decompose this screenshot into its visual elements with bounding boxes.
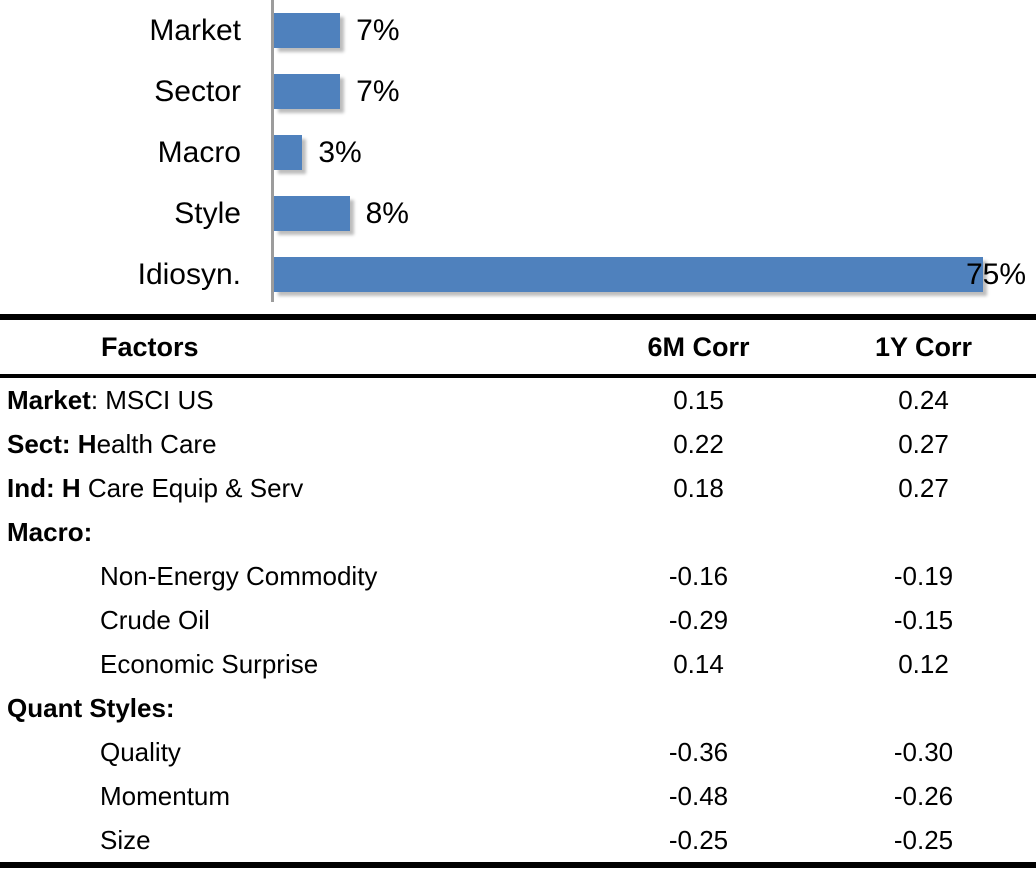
chart-bar-track: 3% (274, 135, 1030, 170)
table-row: Ind: H Care Equip & Serv 0.18 0.27 (0, 466, 1036, 510)
factor-bold-text: Sect: H (7, 428, 97, 459)
factor-cell: Ind: H Care Equip & Serv (0, 473, 586, 504)
col-header-6m-corr: 6M Corr (647, 331, 750, 362)
chart-bar-track: 7% (274, 74, 1030, 109)
corr-1y-cell: -0.19 (893, 560, 954, 591)
corr-1y-cell: 0.12 (898, 648, 949, 679)
chart-category-label: Market (149, 13, 241, 47)
corr-1y-cell: -0.25 (893, 824, 954, 855)
col-header-factors: Factors (101, 331, 199, 362)
chart-value-label: 3% (318, 135, 362, 169)
factor-regular-text: Quality (100, 736, 181, 767)
factor-regular-text: ealth Care (96, 428, 217, 459)
table-row: Economic Surprise 0.14 0.12 (0, 642, 1036, 686)
factor-regular-text: : MSCI US (90, 384, 214, 415)
corr-1y-cell: 0.27 (898, 472, 949, 503)
table-row: Size -0.25 -0.25 (0, 818, 1036, 862)
chart-category-label: Macro (157, 135, 241, 169)
factor-cell: Momentum (0, 781, 586, 812)
table-row: Macro: (0, 510, 1036, 554)
factor-regular-text: Crude Oil (100, 604, 210, 635)
chart-rows: Market 7% Sector 7% Macro 3% Style 8% Id… (0, 0, 1030, 305)
corr-1y-cell: -0.26 (893, 780, 954, 811)
chart-category-label: Idiosyn. (137, 257, 241, 291)
chart-value-label: 75% (965, 257, 1026, 291)
chart-bar (274, 196, 350, 231)
table-header-row: Factors 6M Corr 1Y Corr (0, 320, 1036, 378)
factor-regular-text: Size (100, 824, 151, 855)
table-row: Non-Energy Commodity -0.16 -0.19 (0, 554, 1036, 598)
corr-6m-cell: -0.25 (668, 824, 729, 855)
factor-cell: Crude Oil (0, 605, 586, 636)
table-row: Momentum -0.48 -0.26 (0, 774, 1036, 818)
factor-correlation-table: Factors 6M Corr 1Y Corr Market: MSCI US … (0, 314, 1036, 868)
corr-6m-cell: 0.22 (673, 428, 724, 459)
chart-row: Style 8% (0, 183, 1030, 244)
factor-regular-text: Momentum (100, 780, 231, 811)
factor-regular-text: Economic Surprise (100, 648, 319, 679)
corr-1y-cell: -0.30 (893, 736, 954, 767)
table-row: Market: MSCI US 0.15 0.24 (0, 378, 1036, 422)
corr-6m-cell: 0.15 (673, 384, 724, 415)
chart-bar (274, 135, 303, 170)
col-header-1y-corr: 1Y Corr (874, 331, 973, 362)
chart-row: Idiosyn. 75% (0, 244, 1030, 305)
chart-bar-track: 8% (274, 196, 1030, 231)
chart-row: Macro 3% (0, 122, 1030, 183)
chart-bar-track: 75% (274, 257, 1030, 292)
factor-cell: Size (0, 825, 586, 856)
factor-cell: Quant Styles: (0, 693, 586, 724)
chart-value-label: 8% (365, 196, 409, 230)
chart-bar (274, 257, 983, 292)
factor-bold-text: Market (7, 384, 91, 415)
factor-bold-text: Quant Styles: (7, 692, 175, 723)
corr-6m-cell: -0.48 (668, 780, 729, 811)
risk-contribution-bar-chart: Market 7% Sector 7% Macro 3% Style 8% Id… (0, 0, 1036, 306)
corr-6m-cell: 0.18 (673, 472, 724, 503)
factor-cell: Non-Energy Commodity (0, 561, 586, 592)
table-row: Sect: Health Care 0.22 0.27 (0, 422, 1036, 466)
corr-6m-cell: -0.29 (668, 604, 729, 635)
chart-axis-line (271, 0, 274, 302)
chart-value-label: 7% (356, 13, 400, 47)
factor-cell: Sect: Health Care (0, 429, 586, 460)
factor-bold-text: Macro: (7, 516, 93, 547)
corr-6m-cell: -0.36 (668, 736, 729, 767)
corr-1y-cell: 0.27 (898, 428, 949, 459)
chart-bar-track: 7% (274, 13, 1030, 48)
factor-cell: Economic Surprise (0, 649, 586, 680)
chart-category-label: Sector (154, 74, 241, 108)
chart-category-label: Style (174, 196, 241, 230)
factor-bold-text: Ind: H (7, 472, 81, 503)
corr-1y-cell: 0.24 (898, 384, 949, 415)
factor-cell: Macro: (0, 517, 586, 548)
chart-row: Sector 7% (0, 61, 1030, 122)
factor-cell: Market: MSCI US (0, 385, 586, 416)
table-row: Crude Oil -0.29 -0.15 (0, 598, 1036, 642)
chart-row: Market 7% (0, 0, 1030, 61)
factor-cell: Quality (0, 737, 586, 768)
chart-value-label: 7% (356, 74, 400, 108)
corr-6m-cell: 0.14 (673, 648, 724, 679)
table-row: Quant Styles: (0, 686, 1036, 730)
factor-regular-text: Non-Energy Commodity (100, 560, 378, 591)
chart-bar (274, 13, 341, 48)
factor-regular-text: Care Equip & Serv (80, 472, 304, 503)
table-row: Quality -0.36 -0.30 (0, 730, 1036, 774)
corr-1y-cell: -0.15 (893, 604, 954, 635)
chart-bar (274, 74, 341, 109)
corr-6m-cell: -0.16 (668, 560, 729, 591)
table-body: Market: MSCI US 0.15 0.24 Sect: Health C… (0, 378, 1036, 862)
